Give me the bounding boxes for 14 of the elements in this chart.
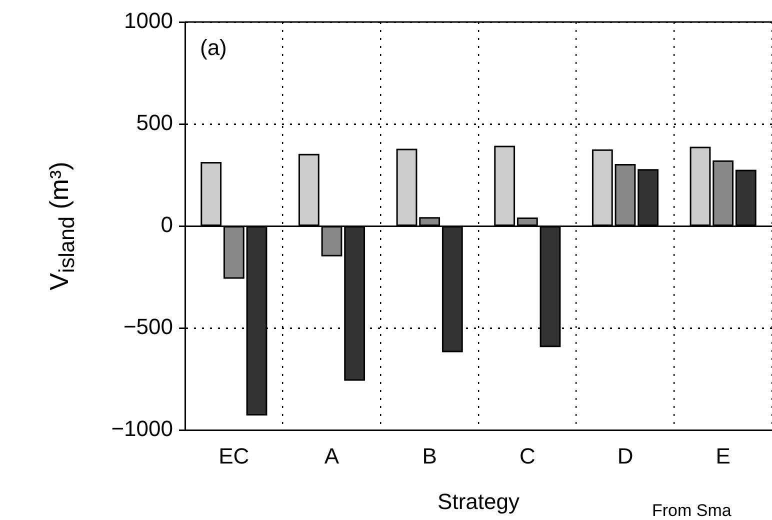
x-tick-label: C	[519, 443, 536, 468]
y-tick-label: 1000	[124, 8, 173, 34]
x-axis-title: Strategy	[438, 488, 520, 514]
y-tick-label: −500	[123, 314, 173, 340]
x-tick-label: D	[617, 443, 634, 468]
text: From Sma	[652, 501, 732, 520]
x-tick-label: A	[324, 443, 340, 468]
y-tick-label: 0	[160, 212, 173, 238]
x-tick-label: B	[422, 443, 437, 468]
x-tick-label: E	[716, 443, 730, 468]
y-tick-label: 500	[136, 110, 173, 136]
annotation: (a)	[200, 35, 227, 60]
y-tick-label: −1000	[111, 416, 173, 442]
x-tick-label: EC	[218, 443, 250, 468]
